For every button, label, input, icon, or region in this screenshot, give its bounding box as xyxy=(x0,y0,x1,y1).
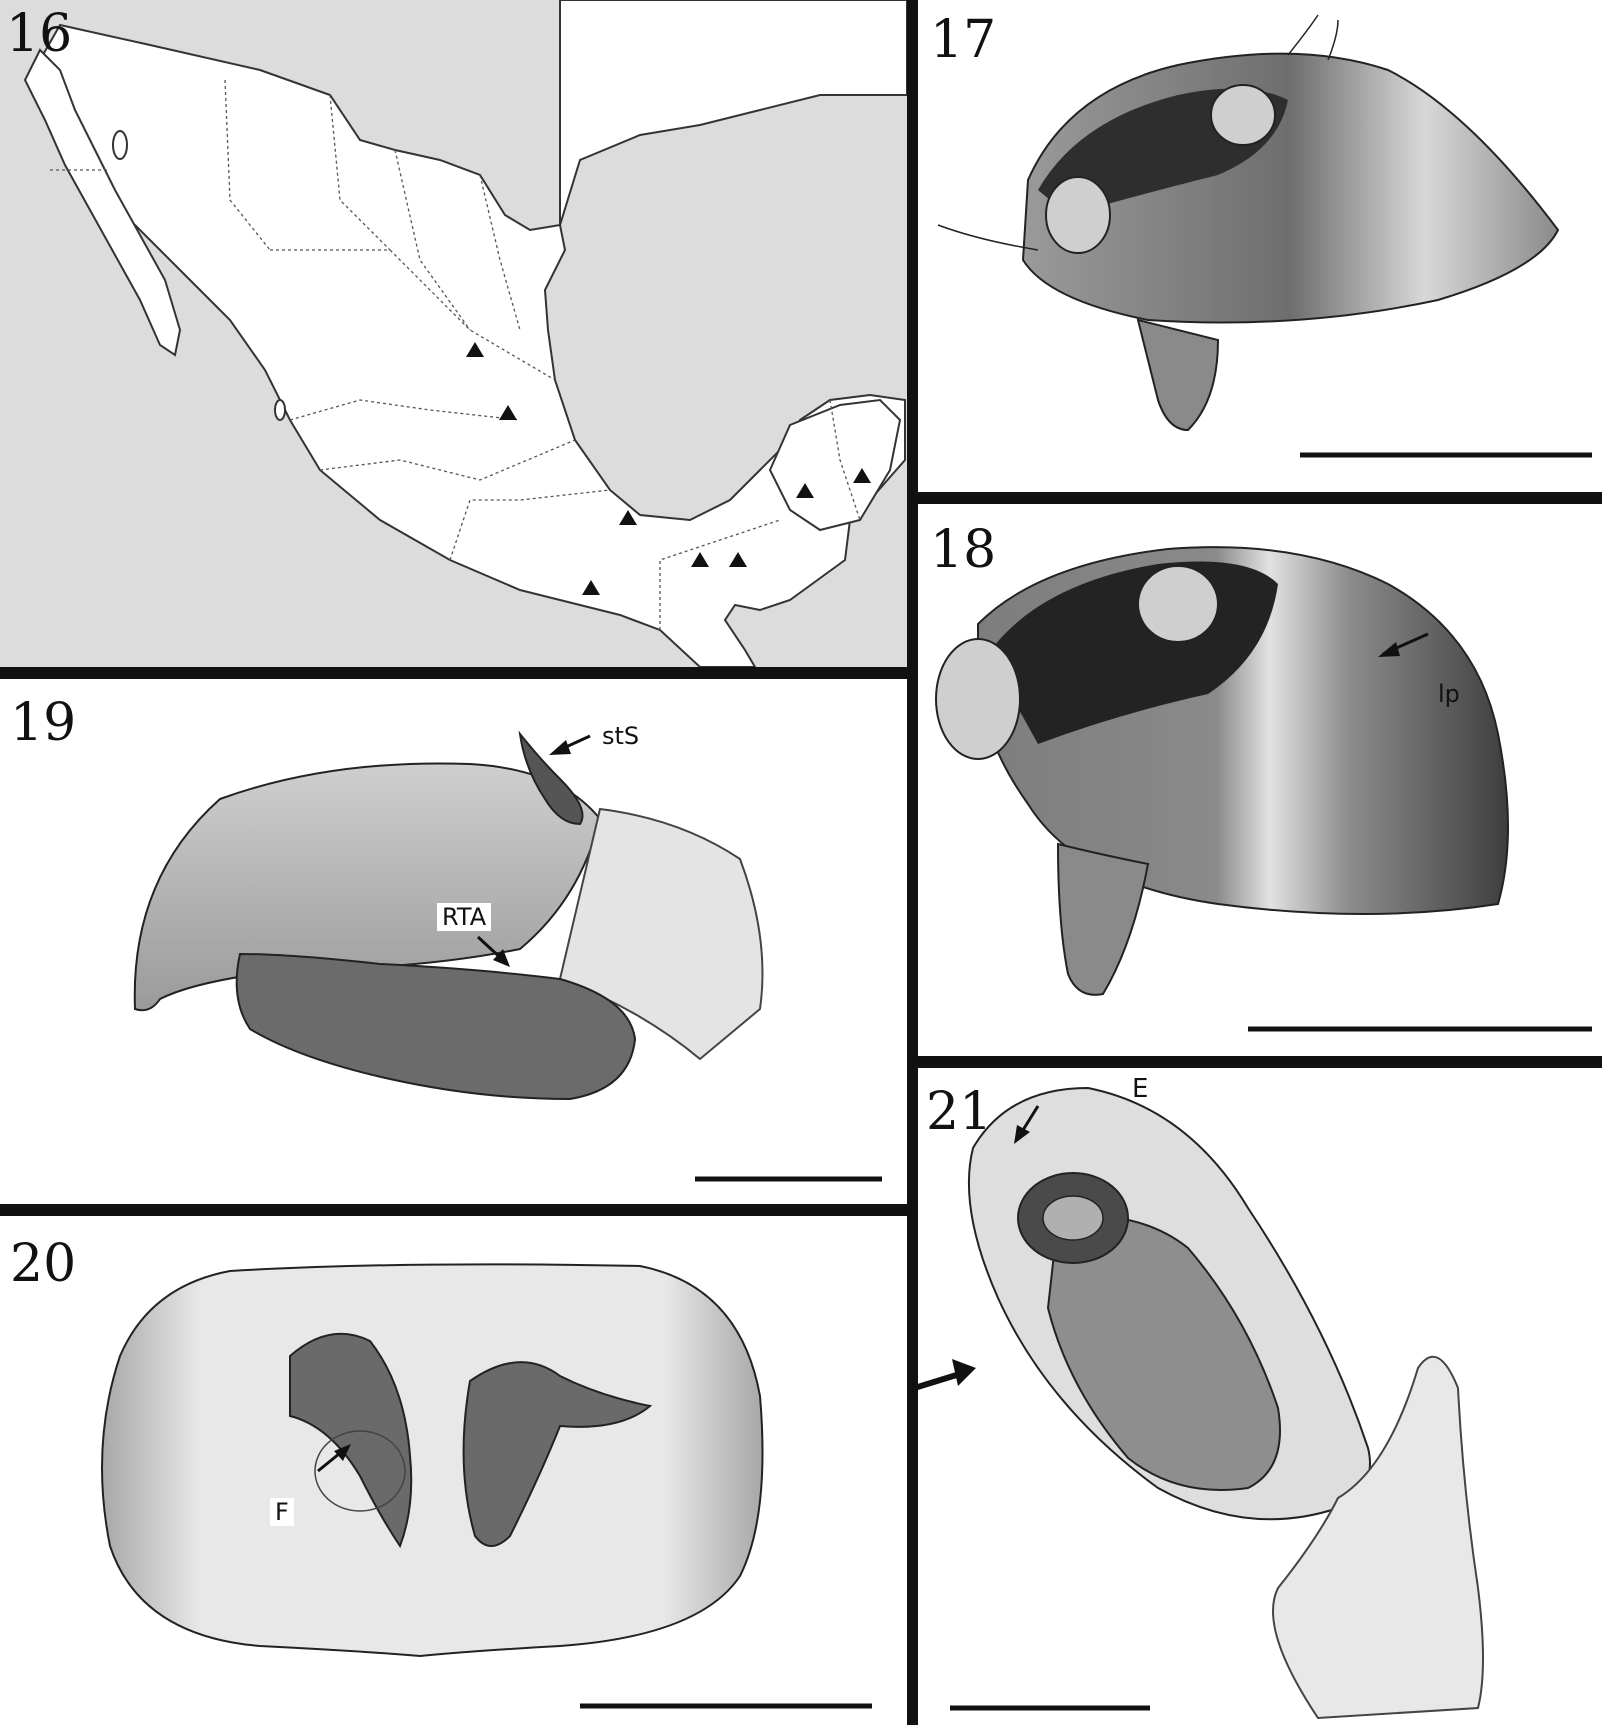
figure-number-20: 20 xyxy=(10,1234,77,1294)
panel-19-drawing: 19 stS RTA xyxy=(0,679,907,1204)
epigynal-plate xyxy=(101,1263,764,1658)
seta xyxy=(937,224,1039,251)
triangle-marker xyxy=(582,580,600,595)
label-RTA: RTA xyxy=(437,903,492,931)
tibia xyxy=(1272,1355,1484,1720)
right-spermatheca xyxy=(462,1361,653,1547)
triangle-marker xyxy=(466,342,484,357)
lp-arrowhead xyxy=(1378,642,1400,657)
embolus-coil-inner xyxy=(1042,1195,1104,1241)
island xyxy=(274,399,286,421)
panel-16-map: 16 xyxy=(0,0,907,667)
figure-number-17: 17 xyxy=(930,10,997,70)
us-gulf-coast xyxy=(559,0,907,226)
label-stS: stS xyxy=(602,722,640,750)
eye xyxy=(1137,565,1219,643)
seta xyxy=(1287,14,1319,56)
palp-lateral-drawing xyxy=(133,730,882,1182)
tibia xyxy=(558,807,764,1061)
panel-17-drawing: 17 xyxy=(918,0,1602,492)
F-arrowhead xyxy=(334,1444,351,1461)
divider-vertical xyxy=(907,0,918,1725)
RTA-arrowhead xyxy=(493,949,510,967)
fossa xyxy=(314,1430,406,1512)
bold-arrow xyxy=(918,1370,964,1391)
divider-right-1 xyxy=(918,492,1602,504)
triangle-marker-group xyxy=(466,342,871,595)
eye xyxy=(1045,176,1111,254)
panel-20-drawing: 20 F xyxy=(0,1216,907,1725)
figure-number-18: 18 xyxy=(930,520,997,580)
eye xyxy=(1210,84,1276,146)
divider-left-1 xyxy=(0,667,907,679)
divider-right-2 xyxy=(918,1056,1602,1068)
label-F: F xyxy=(270,1498,294,1526)
triangle-marker xyxy=(796,483,814,498)
triangle-marker xyxy=(691,552,709,567)
palp-ventral-drawing xyxy=(918,1086,1484,1720)
bulb xyxy=(1046,1215,1281,1491)
state-borders xyxy=(50,79,861,630)
epigynum-drawing xyxy=(101,1263,872,1709)
stS-spur xyxy=(518,730,584,826)
carapace-dorsolateral-drawing xyxy=(935,546,1592,1032)
chelicera xyxy=(1136,318,1220,432)
label-lp: lp xyxy=(1438,680,1460,708)
stS-arrowhead xyxy=(549,740,571,755)
triangle-marker xyxy=(499,405,517,420)
eye xyxy=(935,638,1021,760)
triangle-marker xyxy=(619,510,637,525)
figure-number-16: 16 xyxy=(6,4,73,64)
divider-left-2 xyxy=(0,1204,907,1216)
chelicera xyxy=(1056,842,1150,996)
E-arrowhead xyxy=(1014,1125,1030,1144)
bulb xyxy=(235,952,637,1101)
carapace-lateral-drawing xyxy=(937,14,1592,458)
label-E: E xyxy=(1132,1074,1149,1104)
figure-number-21: 21 xyxy=(926,1082,993,1142)
island xyxy=(112,130,128,160)
bold-arrowhead xyxy=(952,1359,976,1386)
panel-18-drawing: 18 lp xyxy=(918,504,1602,1056)
figure-number-19: 19 xyxy=(10,693,77,753)
triangle-marker xyxy=(729,552,747,567)
map-of-mexico xyxy=(0,0,907,667)
seta xyxy=(1327,19,1339,61)
left-spermatheca xyxy=(289,1332,413,1549)
panel-21-drawing: 21 E xyxy=(918,1068,1602,1725)
baja-peninsula xyxy=(23,48,182,357)
triangle-marker xyxy=(853,468,871,483)
